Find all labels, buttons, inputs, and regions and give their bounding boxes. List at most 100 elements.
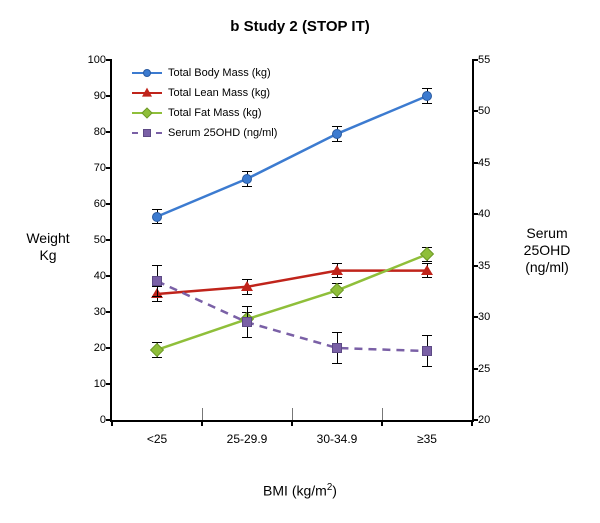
x-tickmark xyxy=(381,420,383,426)
marker-total-body-mass xyxy=(242,174,252,184)
error-cap xyxy=(332,363,342,364)
y-left-tick-label: 80 xyxy=(94,126,106,138)
x-tickmark xyxy=(291,420,293,426)
chart-title: b Study 2 (STOP IT) xyxy=(0,18,600,35)
legend-label: Total Lean Mass (kg) xyxy=(168,87,270,99)
y-right-tick-label: 45 xyxy=(478,157,490,169)
legend-swatch xyxy=(132,126,162,140)
marker-serum-25ohd xyxy=(152,276,162,286)
marker-total-lean-mass xyxy=(421,265,433,275)
x-tickmark xyxy=(201,420,203,426)
legend-item-total-lean-mass: Total Lean Mass (kg) xyxy=(132,86,277,100)
y-left-tickmark xyxy=(106,239,112,241)
error-cap xyxy=(242,171,252,172)
marker-total-body-mass xyxy=(422,91,432,101)
y-axis-right-label: Serum 25OHD (ng/ml) xyxy=(512,225,582,275)
x-axis-label: BMI (kg/m2) xyxy=(0,482,600,499)
legend-item-serum-25ohd: Serum 25OHD (ng/ml) xyxy=(132,126,277,140)
error-cap xyxy=(152,265,162,266)
series-line-total-lean-mass xyxy=(157,271,427,294)
marker-serum-25ohd xyxy=(242,317,252,327)
y-left-tickmark xyxy=(106,203,112,205)
marker-serum-25ohd xyxy=(422,346,432,356)
error-cap xyxy=(332,332,342,333)
error-cap xyxy=(422,88,432,89)
error-cap xyxy=(332,141,342,142)
y-axis-left-label: Weight Kg xyxy=(18,230,78,264)
legend-marker-icon xyxy=(143,129,151,137)
y-left-tick-label: 100 xyxy=(88,54,106,66)
y-left-tick-label: 70 xyxy=(94,162,106,174)
y-left-tickmark xyxy=(106,347,112,349)
error-cap xyxy=(152,296,162,297)
y-left-tick-label: 90 xyxy=(94,90,106,102)
legend-label: Serum 25OHD (ng/ml) xyxy=(168,127,277,139)
error-cap xyxy=(422,261,432,262)
error-cap xyxy=(242,306,252,307)
legend-swatch xyxy=(132,106,162,120)
legend-item-total-fat-mass: Total Fat Mass (kg) xyxy=(132,106,277,120)
legend-marker-icon xyxy=(142,88,152,97)
y-left-tickmark xyxy=(106,95,112,97)
legend-marker-icon xyxy=(141,107,152,118)
y-left-label-line1: Weight xyxy=(26,230,69,246)
error-cap xyxy=(152,209,162,210)
y-right-label-line2: 25OHD xyxy=(524,242,571,258)
x-tick-label: ≥35 xyxy=(417,432,437,446)
y-right-tick-label: 50 xyxy=(478,105,490,117)
error-cap xyxy=(332,277,342,278)
error-cap xyxy=(242,294,252,295)
legend-label: Total Body Mass (kg) xyxy=(168,67,271,79)
marker-total-body-mass xyxy=(152,212,162,222)
error-cap xyxy=(422,366,432,367)
error-cap xyxy=(332,126,342,127)
y-right-tick-label: 55 xyxy=(478,54,490,66)
legend-swatch xyxy=(132,66,162,80)
x-tickmark xyxy=(471,420,473,426)
y-left-tick-label: 0 xyxy=(100,414,106,426)
y-right-label-line3: (ng/ml) xyxy=(525,259,569,275)
y-right-tick-label: 40 xyxy=(478,208,490,220)
y-left-tick-label: 20 xyxy=(94,342,106,354)
error-cap xyxy=(422,103,432,104)
x-tick-label: 25-29.9 xyxy=(227,432,268,446)
x-divider xyxy=(292,408,293,420)
y-left-tick-label: 30 xyxy=(94,306,106,318)
y-right-tick-label: 35 xyxy=(478,260,490,272)
y-left-tickmark xyxy=(106,311,112,313)
y-left-tick-label: 40 xyxy=(94,270,106,282)
legend: Total Body Mass (kg) Total Lean Mass (kg)… xyxy=(132,66,277,146)
x-divider xyxy=(382,408,383,420)
y-left-tickmark xyxy=(106,167,112,169)
legend-item-total-body-mass: Total Body Mass (kg) xyxy=(132,66,277,80)
marker-total-body-mass xyxy=(332,129,342,139)
error-cap xyxy=(422,277,432,278)
legend-label: Total Fat Mass (kg) xyxy=(168,107,262,119)
x-divider xyxy=(202,408,203,420)
x-tickmark xyxy=(111,420,113,426)
y-left-tickmark xyxy=(106,131,112,133)
marker-total-lean-mass xyxy=(331,265,343,275)
marker-serum-25ohd xyxy=(332,343,342,353)
error-cap xyxy=(422,335,432,336)
error-cap xyxy=(332,297,342,298)
chart-stage: b Study 2 (STOP IT) Total Body Mass (kg)… xyxy=(0,0,600,523)
y-left-tick-label: 60 xyxy=(94,198,106,210)
y-right-label-line1: Serum xyxy=(526,225,567,241)
y-right-tick-label: 30 xyxy=(478,311,490,323)
error-cap xyxy=(242,186,252,187)
y-left-tickmark xyxy=(106,383,112,385)
legend-swatch xyxy=(132,86,162,100)
y-right-tick-label: 25 xyxy=(478,363,490,375)
x-tick-label: <25 xyxy=(147,432,167,446)
error-cap xyxy=(152,223,162,224)
error-cap xyxy=(242,337,252,338)
plot-area: Total Body Mass (kg) Total Lean Mass (kg)… xyxy=(110,60,474,422)
error-cap xyxy=(152,301,162,302)
y-right-tick-label: 20 xyxy=(478,414,490,426)
y-left-tickmark xyxy=(106,275,112,277)
y-left-label-line2: Kg xyxy=(39,247,56,263)
x-tick-label: 30-34.9 xyxy=(317,432,358,446)
marker-total-lean-mass xyxy=(241,281,253,291)
y-left-tick-label: 50 xyxy=(94,234,106,246)
